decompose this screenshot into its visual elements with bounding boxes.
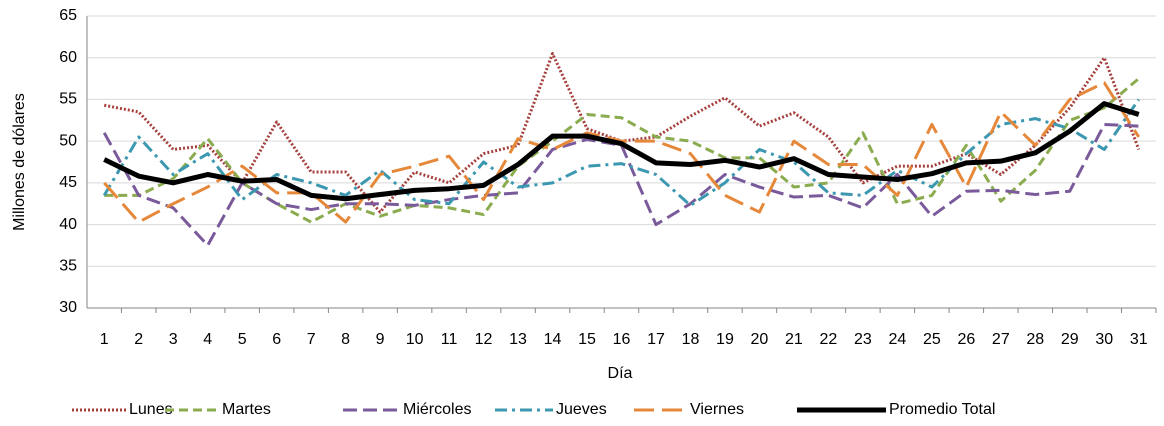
x-tick-label: 9 [376, 331, 385, 348]
x-tick-label: 20 [751, 331, 769, 348]
x-tick-label: 10 [406, 331, 424, 348]
x-tick-label: 29 [1061, 331, 1079, 348]
x-tick-label: 6 [272, 331, 281, 348]
y-tick-label: 60 [59, 49, 77, 66]
legend-label: Promedio Total [889, 401, 995, 418]
legend-label: Jueves [556, 401, 607, 418]
x-tick-label: 16 [613, 331, 631, 348]
y-tick-label: 30 [59, 299, 77, 316]
x-tick-label: 26 [957, 331, 975, 348]
x-tick-label: 25 [923, 331, 941, 348]
x-tick-label: 22 [820, 331, 838, 348]
series-line [102, 98, 1140, 207]
x-tick-label: 28 [1026, 331, 1044, 348]
x-tick-label: 13 [509, 331, 527, 348]
x-tick-label: 8 [341, 331, 350, 348]
x-tick-label: 19 [716, 331, 734, 348]
x-tick-label: 4 [203, 331, 212, 348]
y-tick-label: 65 [59, 7, 77, 24]
x-tick-label: 24 [888, 331, 906, 348]
y-tick-label: 45 [59, 174, 77, 191]
x-tick-label: 30 [1095, 331, 1113, 348]
x-tick-label: 11 [441, 331, 458, 348]
y-tick-label: 40 [59, 216, 77, 233]
y-tick-label: 35 [59, 258, 77, 275]
x-tick-label: 7 [307, 331, 316, 348]
x-tick-label: 12 [475, 331, 493, 348]
x-tick-label: 18 [682, 331, 700, 348]
x-axis-label: Día [608, 365, 633, 382]
legend-label: Miércoles [403, 401, 471, 418]
x-tick-label: 23 [854, 331, 872, 348]
x-tick-label: 1 [100, 331, 109, 348]
y-tick-label: 55 [59, 91, 77, 108]
x-tick-label: 3 [169, 331, 178, 348]
legend-label: Lunes [129, 401, 173, 418]
series-line [103, 101, 1140, 202]
x-tick-label: 14 [544, 331, 562, 348]
y-tick-label: 50 [59, 132, 77, 149]
series-line [104, 77, 1140, 224]
x-tick-label: 21 [785, 331, 803, 348]
y-axis-label: Millones de dólares [11, 93, 28, 231]
legend-label: Viernes [690, 401, 744, 418]
x-tick-label: 15 [578, 331, 596, 348]
x-tick-label: 5 [238, 331, 247, 348]
series-line [103, 52, 1141, 214]
x-tick-label: 31 [1130, 331, 1148, 348]
legend-label: Martes [222, 401, 271, 418]
x-tick-label: 2 [134, 331, 143, 348]
series-line [103, 81, 1141, 224]
x-tick-label: 17 [647, 331, 665, 348]
x-tick-label: 27 [992, 331, 1010, 348]
